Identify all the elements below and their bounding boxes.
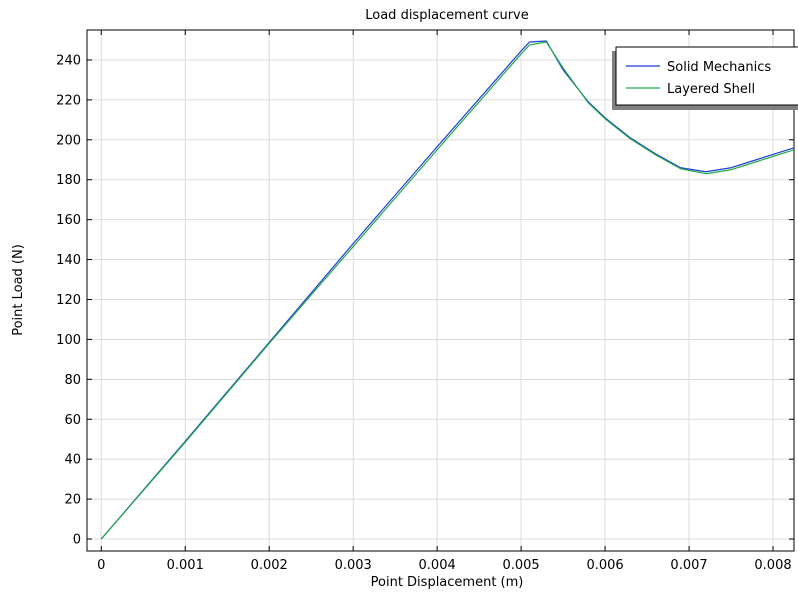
y-tick-label: 180 <box>56 173 81 188</box>
x-tick-label: 0.003 <box>335 558 372 573</box>
legend-label-layered-shell: Layered Shell <box>667 82 755 97</box>
plot-frame <box>86 29 795 552</box>
series-line-solid-mechanics <box>100 40 795 540</box>
y-tick-label: 120 <box>56 293 81 308</box>
legend-box <box>615 46 798 106</box>
axis-ticks: 0 0.001 0.002 0.003 0.004 0.005 0.006 0.007 0.00… <box>56 30 794 573</box>
y-tick-label: 0 <box>73 533 81 548</box>
legend-label-solid-mechanics: Solid Mechanics <box>667 60 771 75</box>
y-tick-label: 60 <box>64 413 81 428</box>
y-tick-label: 240 <box>56 53 81 68</box>
y-tick-label: 20 <box>64 493 81 508</box>
series-line-layered-shell <box>100 41 795 540</box>
y-tick-label: 200 <box>56 133 81 148</box>
y-tick-label: 140 <box>56 253 81 268</box>
legend: Solid Mechanics Layered Shell <box>612 46 798 110</box>
y-tick-label: 100 <box>56 333 81 348</box>
y-tick-label: 40 <box>64 453 81 468</box>
x-axis-title: Point Displacement (m) <box>371 575 524 590</box>
x-tick-label: 0.001 <box>167 558 204 573</box>
y-axis-title: Point Load (N) <box>11 244 26 336</box>
x-tick-label: 0 <box>97 558 105 573</box>
x-tick-label: 0.002 <box>251 558 288 573</box>
y-tick-label: 220 <box>56 93 81 108</box>
chart-title: Load displacement curve <box>365 8 528 23</box>
series-layer <box>100 40 795 540</box>
x-tick-label: 0.007 <box>670 558 707 573</box>
y-tick-label: 80 <box>64 373 81 388</box>
x-tick-label: 0.004 <box>419 558 456 573</box>
x-tick-label: 0.005 <box>502 558 539 573</box>
x-tick-label: 0.008 <box>754 558 791 573</box>
y-tick-label: 160 <box>56 213 81 228</box>
x-tick-label: 0.006 <box>586 558 623 573</box>
